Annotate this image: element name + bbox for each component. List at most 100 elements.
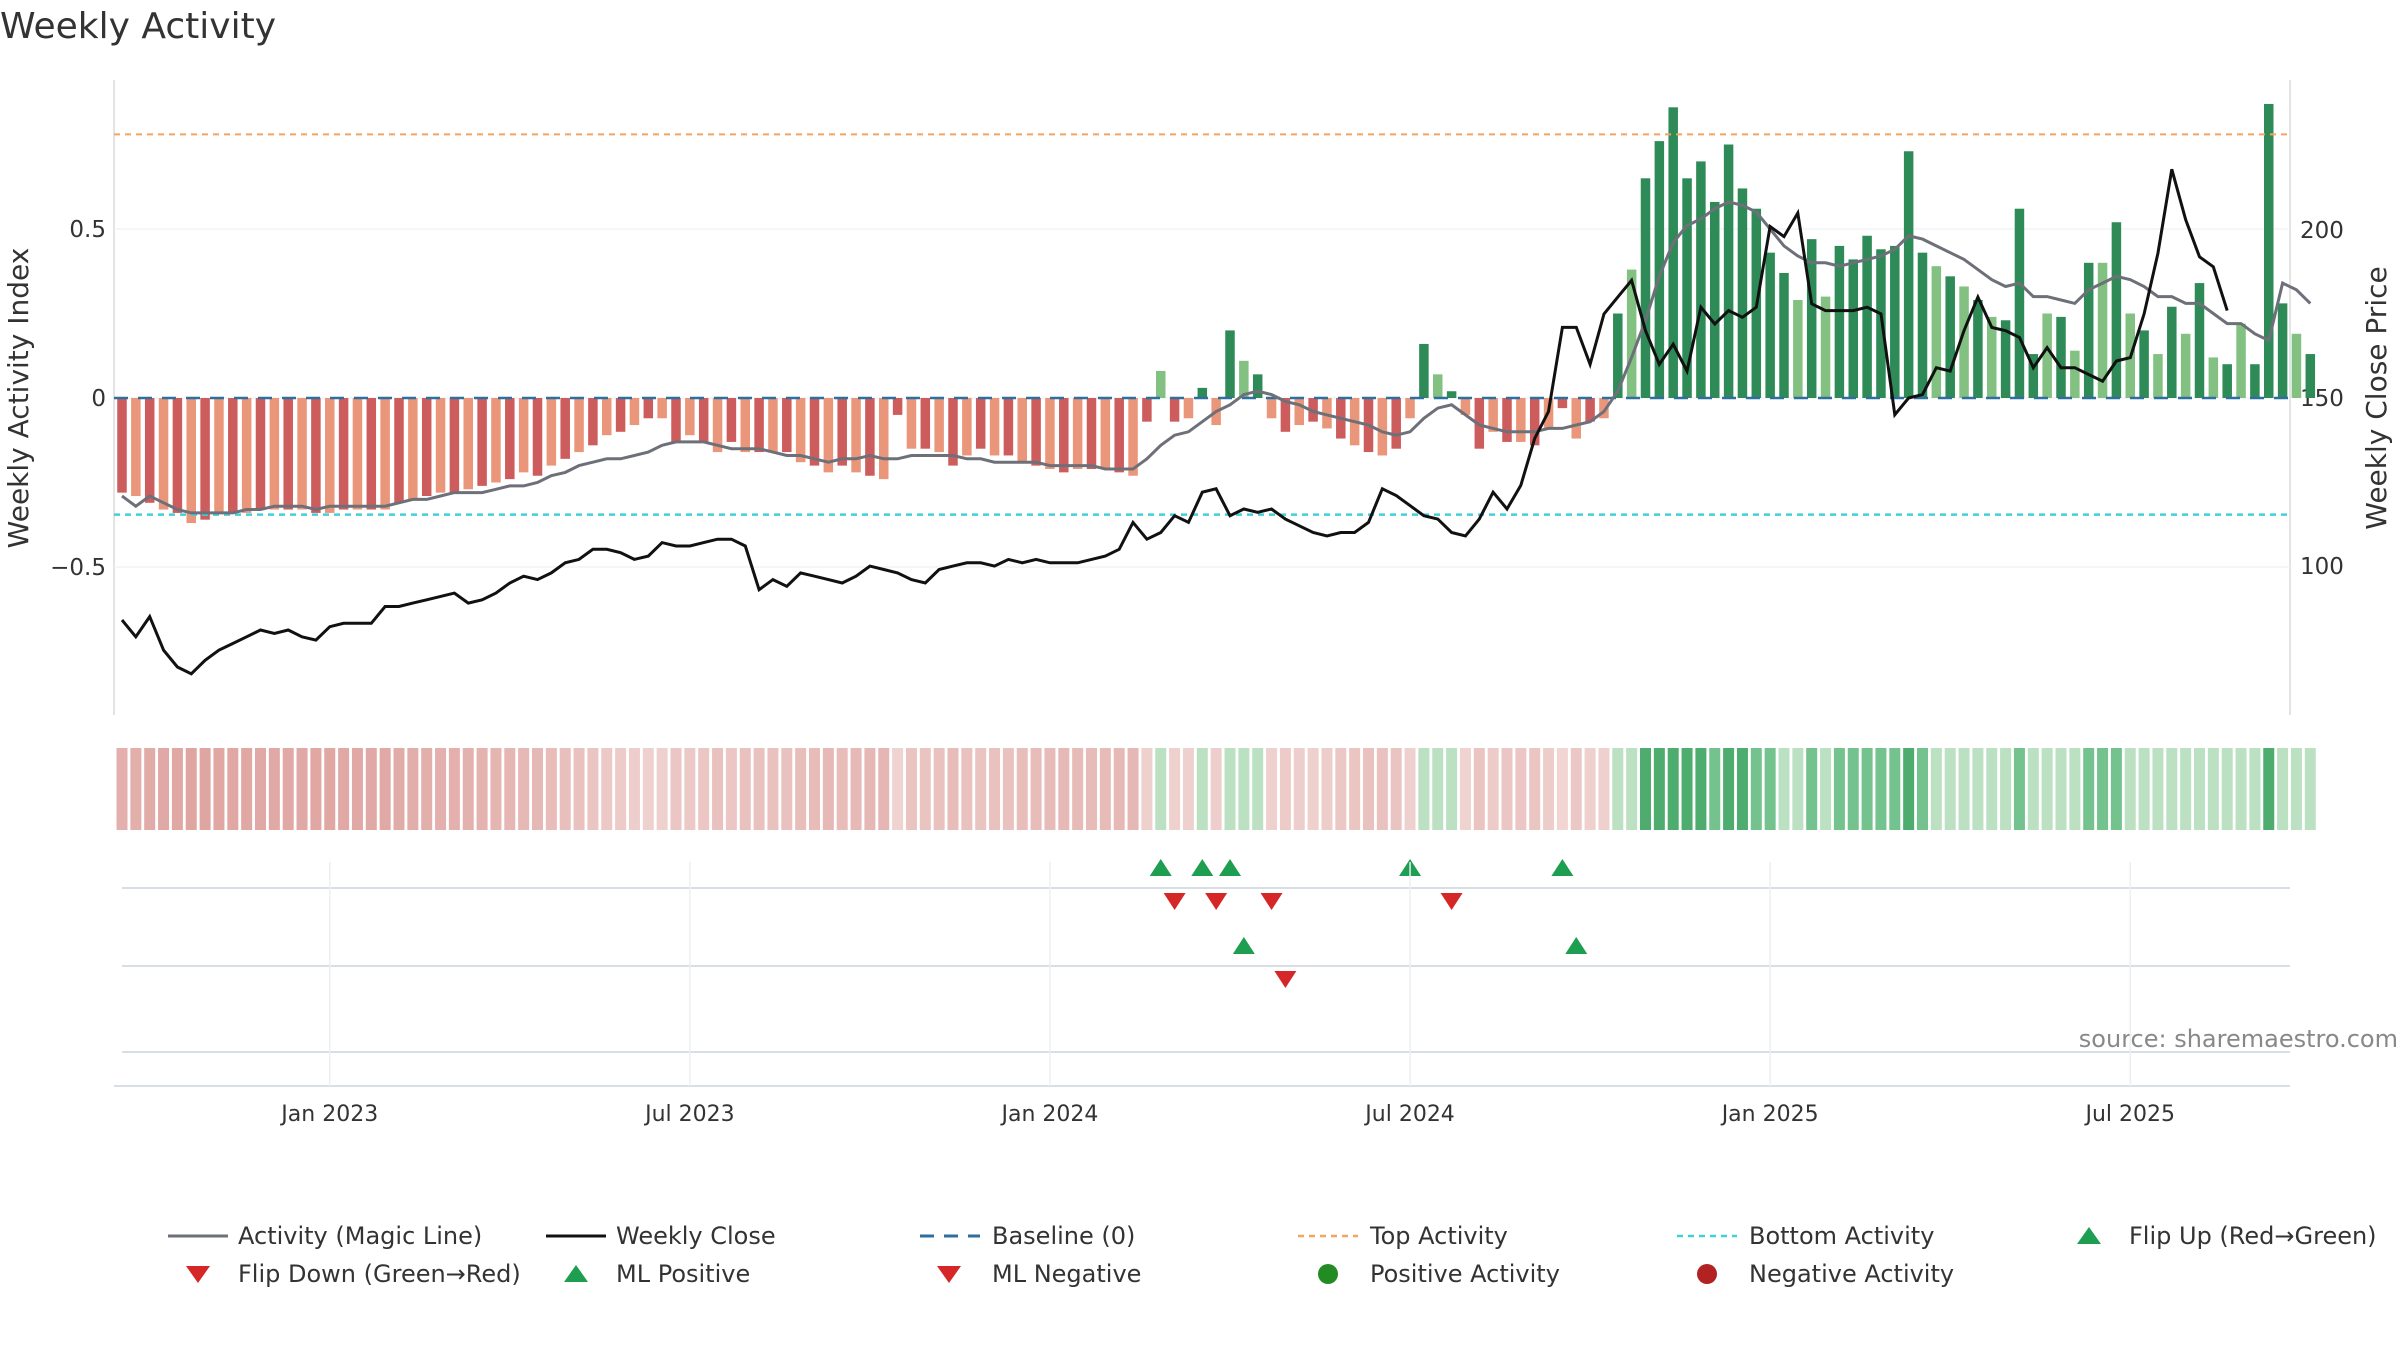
- strip-cell: [1086, 748, 1097, 830]
- activity-bar: [131, 398, 141, 497]
- strip-cell: [1543, 748, 1555, 830]
- strip-cell: [2083, 748, 2095, 830]
- activity-bar: [2236, 323, 2246, 398]
- strip-cell: [490, 748, 502, 830]
- strip-cell: [1099, 748, 1111, 830]
- activity-bar: [1433, 374, 1443, 398]
- strip-cell: [1944, 748, 1956, 830]
- strip-cell: [1030, 748, 1042, 830]
- strip-cell: [933, 748, 945, 830]
- strip-cell: [1598, 748, 1610, 830]
- x-tick-label: Jan 2024: [999, 1102, 1098, 1127]
- activity-bar: [2250, 364, 2260, 398]
- legend-ml-positive: ML Positive: [616, 1260, 750, 1288]
- strip-cell: [1266, 748, 1278, 830]
- strip-cell: [421, 748, 433, 830]
- strip-cell: [767, 748, 779, 830]
- strip-cell: [241, 748, 253, 830]
- strip-cell: [850, 748, 862, 830]
- activity-bar: [615, 398, 626, 432]
- activity-bar: [394, 398, 404, 503]
- activity-bar: [879, 398, 889, 480]
- strip-cell: [1847, 748, 1859, 830]
- strip-cell: [587, 748, 599, 830]
- activity-bar: [1682, 178, 1692, 398]
- activity-bar: [560, 398, 570, 459]
- activity-bar: [892, 398, 903, 415]
- activity-bar: [2180, 333, 2191, 398]
- strip-cell: [1404, 748, 1416, 830]
- source-note: source: sharemaestro.com: [2079, 1025, 2398, 1053]
- strip-cell: [2277, 748, 2289, 830]
- legend-positive-activity: Positive Activity: [1370, 1260, 1560, 1288]
- ml-positive-marker: [1565, 937, 1588, 954]
- activity-bar: [1294, 398, 1304, 426]
- strip-cell: [1349, 748, 1361, 830]
- activity-bar: [1266, 398, 1277, 419]
- activity-bar: [172, 398, 183, 513]
- strip-cell: [892, 748, 904, 830]
- weekly-close-line: [120, 168, 2229, 676]
- legend-flip-down-swatch: [186, 1266, 210, 1283]
- activity-bar: [823, 398, 834, 473]
- strip-cell: [878, 748, 890, 830]
- x-tick-label: Jan 2023: [279, 1102, 378, 1127]
- activity-bar: [671, 398, 681, 442]
- strip-cell: [698, 748, 710, 830]
- strip-cell: [1252, 748, 1264, 830]
- strip-cell: [1764, 748, 1776, 830]
- legend: Activity (Magic Line) Weekly Close Baselin…: [168, 1222, 2377, 1288]
- strip-cell: [2152, 748, 2164, 830]
- strip-cell: [1917, 748, 1928, 830]
- strip-cell: [1210, 748, 1222, 830]
- activity-bar: [1031, 398, 1041, 466]
- activity-bar: [2194, 283, 2205, 398]
- activity-bar: [1654, 141, 1665, 398]
- x-tick-label: Jul 2025: [2083, 1102, 2175, 1127]
- activity-bar: [186, 398, 196, 524]
- strip-cell: [227, 748, 239, 830]
- activity-bar: [2167, 306, 2177, 398]
- strip-cell: [2041, 748, 2053, 830]
- activity-bar: [2208, 357, 2219, 398]
- strip-cell: [379, 748, 391, 830]
- activity-bar: [1931, 266, 1942, 398]
- strip-cell: [1889, 748, 1901, 830]
- strip-cell: [2221, 748, 2233, 830]
- y-tick-label: 0.5: [69, 217, 106, 243]
- activity-bar: [1529, 398, 1540, 446]
- activity-bar: [2097, 262, 2108, 398]
- activity-bar: [1626, 269, 1637, 398]
- strip-cell: [1321, 748, 1333, 830]
- strip-cell: [116, 748, 128, 830]
- strip-cell: [781, 748, 793, 830]
- legend-flip-down: Flip Down (Green→Red): [238, 1260, 521, 1288]
- activity-bar: [712, 398, 723, 453]
- strip-cell: [310, 748, 322, 830]
- strip-cell: [1861, 748, 1873, 830]
- legend-top-activity: Top Activity: [1369, 1222, 1508, 1250]
- activity-bar: [934, 398, 944, 453]
- activity-bar: [726, 398, 737, 442]
- activity-bar: [1779, 272, 1789, 398]
- activity-bar: [1169, 398, 1180, 422]
- activity-bar: [1460, 398, 1471, 415]
- x-tick-label: Jul 2023: [643, 1102, 735, 1127]
- strip-cell: [1778, 748, 1790, 830]
- strip-cell: [1501, 748, 1513, 830]
- strip-cell: [2027, 748, 2039, 830]
- strip-cell: [2207, 748, 2219, 830]
- activity-bar: [297, 398, 307, 510]
- strip-cell: [975, 748, 987, 830]
- activity-bar: [228, 398, 238, 513]
- strip-cell: [809, 748, 820, 830]
- activity-bar: [2139, 330, 2149, 398]
- strip-cell: [712, 748, 724, 830]
- strip-cell: [351, 748, 363, 830]
- strip-cell: [1709, 748, 1721, 830]
- strip-cell: [1473, 748, 1485, 830]
- strip-cell: [1127, 748, 1139, 830]
- strip-cell: [1002, 748, 1014, 830]
- activity-bar: [255, 398, 266, 510]
- legend-negative-dot: [1697, 1264, 1717, 1284]
